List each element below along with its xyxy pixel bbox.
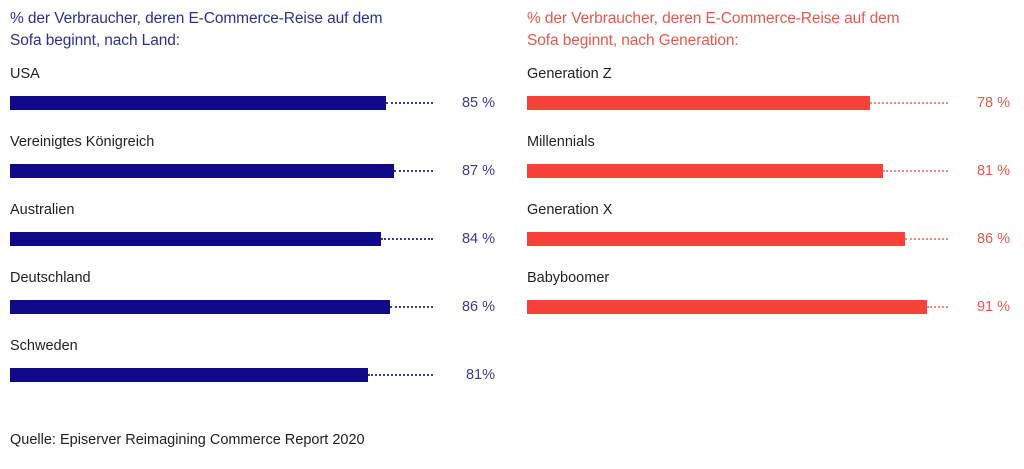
bar-row-label: Millennials — [527, 134, 595, 150]
bar-value-label: 85 % — [461, 95, 495, 111]
bar-rows-by-generation: Generation Z 78 % Millennials 81 % Gener… — [527, 66, 1014, 338]
bar-value-label: 86 % — [976, 231, 1010, 247]
bar-fill — [10, 300, 390, 314]
leader-dots — [390, 306, 433, 308]
bar-fill — [10, 232, 381, 246]
leader-dots — [905, 238, 948, 240]
bar-fill — [10, 368, 368, 382]
bar-row: Schweden 81% — [10, 338, 500, 406]
bar-row: Babyboomer 91 % — [527, 270, 1014, 338]
bar-track: 85 % — [10, 95, 495, 111]
bar-track: 84 % — [10, 231, 495, 247]
bar-row: Generation Z 78 % — [527, 66, 1014, 134]
leader-dots — [883, 170, 948, 172]
bar-track: 81% — [10, 367, 495, 383]
bar-track: 81 % — [527, 163, 1010, 179]
bar-track: 87 % — [10, 163, 495, 179]
bar-fill — [527, 96, 870, 110]
source-note: Quelle: Episerver Reimagining Commerce R… — [10, 432, 365, 448]
panel-title-by-generation: % der Verbraucher, deren E-Commerce-Reis… — [527, 10, 900, 49]
bar-rows-by-country: USA 85 % Vereinigtes Königreich 87 % Aus… — [10, 66, 500, 406]
bar-track: 91 % — [527, 299, 1010, 315]
bar-track: 78 % — [527, 95, 1010, 111]
bar-row: Generation X 86 % — [527, 202, 1014, 270]
leader-dots — [927, 306, 948, 308]
bar-row-label: Babyboomer — [527, 270, 610, 286]
bar-fill — [527, 232, 905, 246]
bar-row: Australien 84 % — [10, 202, 500, 270]
bar-row: Vereinigtes Königreich 87 % — [10, 134, 500, 202]
bar-value-label: 87 % — [461, 163, 495, 179]
bar-row-label: USA — [10, 66, 40, 82]
bar-value-label: 81% — [465, 367, 495, 383]
bar-value-label: 78 % — [976, 95, 1010, 111]
leader-dots — [381, 238, 433, 240]
bar-row-label: Schweden — [10, 338, 78, 354]
bar-fill — [527, 300, 927, 314]
bar-row-label: Australien — [10, 202, 75, 218]
leader-dots — [368, 374, 433, 376]
bar-value-label: 86 % — [461, 299, 495, 315]
bar-fill — [10, 96, 386, 110]
leader-dots — [394, 170, 433, 172]
bar-row-label: Generation Z — [527, 66, 612, 82]
bar-row: Deutschland 86 % — [10, 270, 500, 338]
bar-row: USA 85 % — [10, 66, 500, 134]
leader-dots — [870, 102, 948, 104]
bar-track: 86 % — [10, 299, 495, 315]
bar-fill — [10, 164, 394, 178]
panel-title-by-country: % der Verbraucher, deren E-Commerce-Reis… — [10, 10, 383, 49]
bar-row-label: Vereinigtes Königreich — [10, 134, 155, 150]
bar-track: 86 % — [527, 231, 1010, 247]
bar-row: Millennials 81 % — [527, 134, 1014, 202]
bar-row-label: Generation X — [527, 202, 613, 218]
bar-value-label: 84 % — [461, 231, 495, 247]
bar-value-label: 91 % — [976, 299, 1010, 315]
bar-fill — [527, 164, 883, 178]
bar-row-label: Deutschland — [10, 270, 91, 286]
leader-dots — [386, 102, 433, 104]
bar-value-label: 81 % — [976, 163, 1010, 179]
